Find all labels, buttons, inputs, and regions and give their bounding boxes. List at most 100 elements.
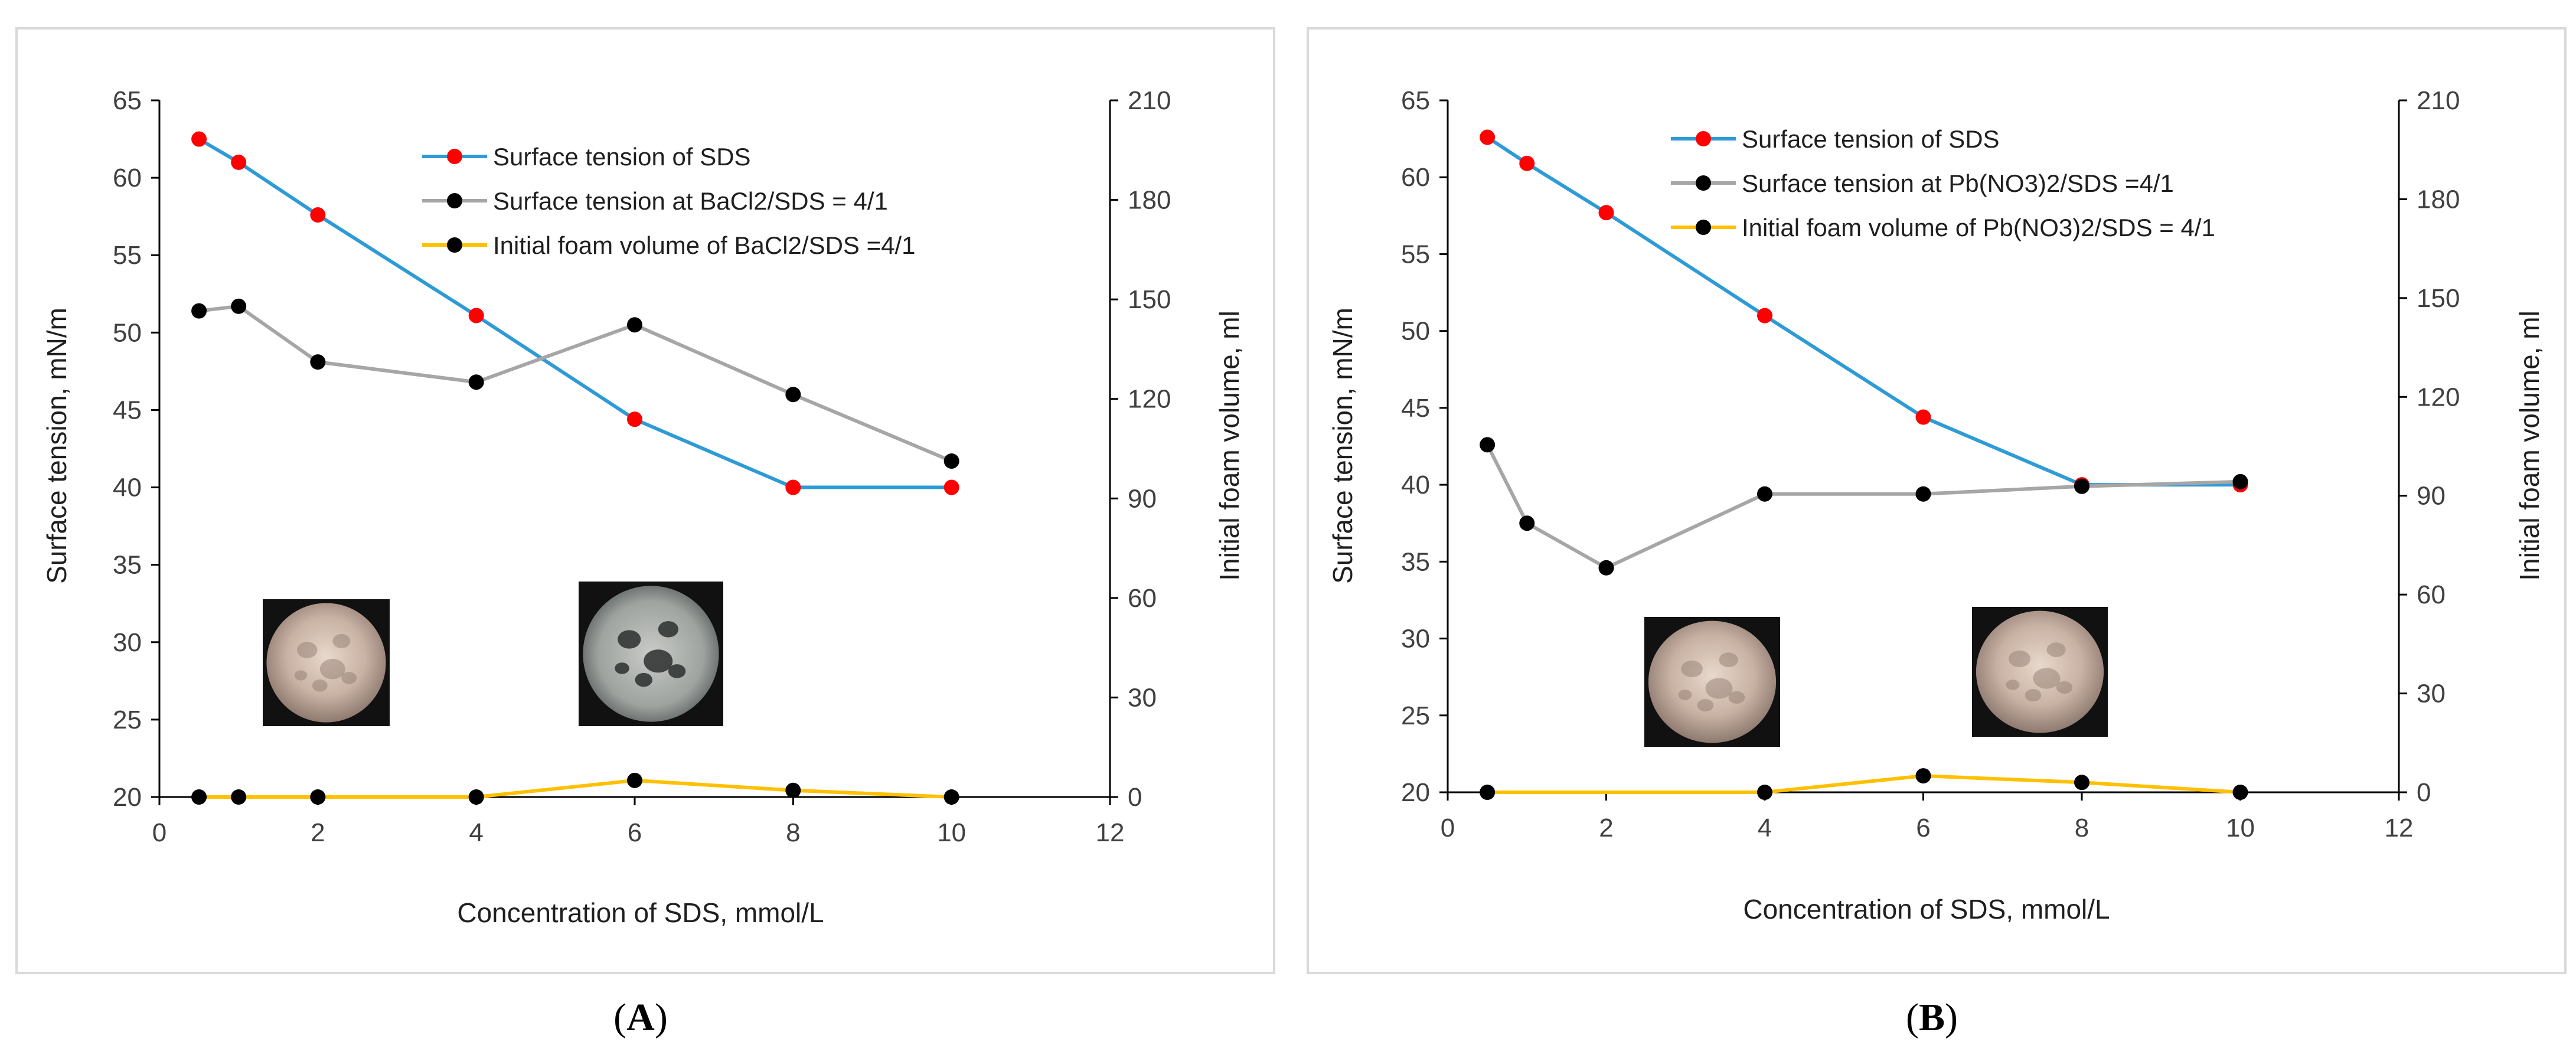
series-3-point	[310, 789, 326, 805]
series-3-point	[1480, 785, 1496, 800]
series-3-point	[1757, 785, 1772, 800]
inset-particle	[1705, 678, 1733, 699]
legend-label: Surface tension of SDS	[1742, 125, 2000, 153]
inset-particle	[2006, 680, 2020, 690]
x-axis-title: Concentration of SDS, mmol/L	[1743, 894, 2110, 925]
series-2-point	[1598, 560, 1614, 576]
inset-field	[1976, 610, 2104, 733]
x-tick-label: 6	[1916, 814, 1930, 842]
series-1-point	[1915, 409, 1931, 425]
inset-particle	[332, 633, 351, 648]
y-tick-label: 60	[1401, 163, 1430, 192]
y-tick-label: 45	[1401, 394, 1430, 423]
legend: Surface tension of SDS Surface tension at…	[422, 143, 916, 259]
series-3-point	[191, 789, 207, 805]
y-tick-label: 20	[113, 783, 142, 812]
y2-tick-label: 0	[1128, 783, 1142, 812]
y2-tick-label: 0	[2417, 778, 2431, 807]
y-tick-label: 20	[1401, 778, 1430, 807]
inset-particle	[2046, 642, 2066, 657]
y-tick-label: 45	[113, 396, 142, 424]
y-tick-label: 25	[113, 705, 142, 734]
legend-label: Initial foam volume of BaCl2/SDS =4/1	[493, 231, 916, 259]
y-tick-label: 30	[1401, 625, 1430, 654]
y-axis-title: Surface tension, mN/m	[41, 308, 72, 584]
series-1-point	[231, 154, 247, 170]
legend-label: Initial foam volume of Pb(NO3)2/SDS = 4/…	[1742, 214, 2215, 241]
y-tick-label: 65	[113, 86, 142, 115]
inset-particle	[2025, 689, 2042, 702]
series-2-point	[310, 354, 326, 370]
x-tick-label: 6	[628, 818, 642, 847]
x-tick-label: 2	[311, 818, 325, 847]
panel-label: (B)	[1906, 996, 1958, 1039]
micrograph-1-image	[263, 599, 390, 726]
y-tick-label: 50	[113, 318, 142, 347]
series-1-point	[468, 308, 484, 324]
inset-particle	[1719, 652, 1738, 667]
y2-tick-label: 90	[1128, 484, 1157, 513]
inset-particle	[615, 662, 629, 674]
series-1-point	[1519, 155, 1535, 171]
y-tick-label: 40	[113, 473, 142, 502]
inset-particle	[1697, 699, 1714, 712]
inset-particle	[294, 670, 308, 681]
y-tick-label: 35	[113, 551, 142, 580]
plot-area: 0 2 4 6 8 10 12 20 25 30 35 40 45 50 55 60 65 0 30 60 90 120 1…	[1401, 86, 2460, 842]
series-3-point	[1915, 768, 1931, 784]
series-2-point	[2232, 473, 2248, 489]
series-1-point	[627, 411, 642, 427]
legend-swatch-marker	[1696, 175, 1711, 191]
y-tick-label: 50	[1401, 317, 1430, 346]
inset-particle	[2033, 668, 2061, 689]
y2-tick-label: 90	[2417, 482, 2446, 511]
panel-frame	[15, 27, 1275, 974]
inset-particle	[618, 630, 641, 649]
legend: Surface tension of SDS Surface tension at…	[1671, 125, 2215, 241]
series-1-point	[310, 207, 326, 223]
inset-particle	[668, 664, 686, 678]
inset-field	[266, 603, 386, 723]
series-3-point	[468, 789, 484, 805]
legend-swatch-marker	[1696, 131, 1711, 146]
x-tick-label: 0	[1441, 814, 1455, 842]
series-1-point	[943, 479, 959, 495]
x-tick-label: 12	[1096, 818, 1125, 847]
series-2-point	[1519, 515, 1535, 531]
x-tick-label: 4	[469, 818, 483, 847]
y2-tick-label: 150	[1128, 285, 1171, 314]
inset-particle	[341, 671, 357, 684]
micrograph-2-image	[1972, 607, 2108, 737]
legend-label: Surface tension at Pb(NO3)2/SDS =4/1	[1742, 169, 2174, 197]
inset-field	[1648, 620, 1777, 743]
legend-label: Surface tension of SDS	[493, 143, 751, 171]
legend-swatch-marker	[447, 149, 462, 164]
x-tick-label: 10	[2226, 814, 2255, 842]
series-1-point	[1480, 129, 1496, 145]
series-2-point	[468, 374, 484, 390]
series-1-point	[1757, 308, 1772, 324]
panel-label: (A)	[613, 996, 668, 1039]
inset-particle	[319, 659, 345, 680]
y2-tick-label: 120	[1128, 385, 1171, 414]
y-tick-label: 35	[1401, 547, 1430, 576]
series-1-point	[1598, 205, 1614, 221]
x-axis-title: Concentration of SDS, mmol/L	[457, 897, 824, 928]
series-3-point	[627, 772, 642, 788]
y-tick-label: 55	[1401, 240, 1430, 269]
inset-particle	[1678, 690, 1692, 700]
panel-a: 0 2 4 6 8 10 12 20 25 30 35 40 45 50 55 60 65 0 30 60 90 120 1…	[15, 27, 1275, 1039]
plot-area: 0 2 4 6 8 10 12 20 25 30 35 40 45 50 55 60 65 0 30 60 90 120 1…	[113, 86, 1171, 847]
y2-axis-title: Initial foam volume, ml	[1214, 311, 1245, 581]
inset-particle	[2056, 681, 2073, 694]
inset-particle	[2009, 650, 2030, 668]
y2-tick-label: 120	[2417, 383, 2460, 411]
series-2-point	[1915, 486, 1931, 502]
series-3-point	[2232, 785, 2248, 800]
series-2-point	[943, 453, 959, 469]
inset-particle	[635, 672, 652, 687]
series-2-point	[1480, 437, 1496, 453]
y2-tick-label: 180	[2417, 185, 2460, 214]
inset-particle	[644, 649, 673, 673]
